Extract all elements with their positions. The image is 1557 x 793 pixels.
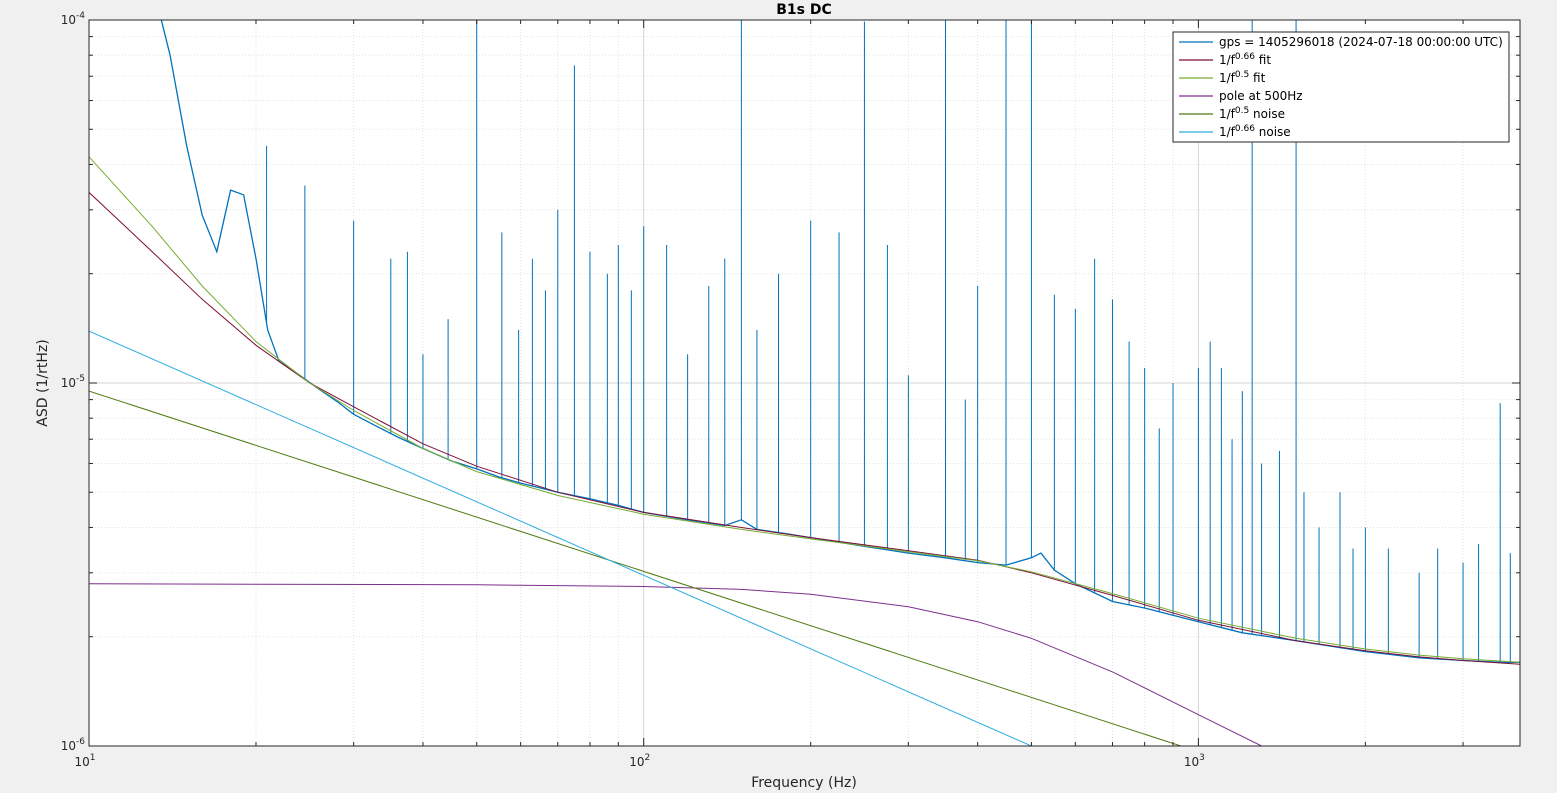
series-line — [89, 583, 1262, 746]
legend-label: pole at 500Hz — [1219, 89, 1303, 103]
series-line — [89, 390, 1182, 746]
series-line — [89, 192, 1520, 665]
x-tick-label: 101 — [74, 753, 95, 769]
legend-label: 1/f0.5 noise — [1219, 106, 1285, 121]
legend-box — [1172, 31, 1510, 143]
legend-label: gps = 1405296018 (2024-07-18 00:00:00 UT… — [1219, 35, 1503, 49]
series-line — [89, 330, 1032, 746]
tick-labels: 101 102 103 10-6 10-5 10-4 — [61, 11, 1205, 769]
x-tick-label: 102 — [629, 753, 650, 769]
chart-title: B1s DC — [776, 2, 832, 18]
series-5 — [89, 330, 1032, 746]
legend-item[interactable]: 1/f0.66 fit — [1179, 52, 1271, 67]
x-tick-label: 103 — [1184, 753, 1205, 769]
legend-item[interactable]: gps = 1405296018 (2024-07-18 00:00:00 UT… — [1179, 35, 1503, 49]
legend-item[interactable]: 1/f0.5 fit — [1179, 70, 1266, 85]
legend-label: 1/f0.5 fit — [1219, 70, 1266, 85]
y-tick-label: 10-4 — [61, 11, 86, 27]
legend-label: 1/f0.66 noise — [1219, 124, 1291, 139]
y-tick-label: 10-6 — [61, 737, 86, 753]
series-1 — [89, 192, 1520, 665]
series-4 — [89, 390, 1182, 746]
y-axis-label: ASD (1/rtHz) — [35, 339, 51, 426]
ticks — [88, 19, 1520, 747]
legend-item[interactable]: 1/f0.66 noise — [1179, 124, 1291, 139]
legend-item[interactable]: 1/f0.5 noise — [1179, 106, 1285, 121]
series-2 — [89, 156, 1520, 663]
y-tick-label: 10-5 — [61, 374, 85, 390]
series-3 — [89, 583, 1262, 746]
legend-item[interactable]: pole at 500Hz — [1179, 89, 1303, 103]
series-group — [89, 20, 1520, 746]
legend[interactable]: gps = 1405296018 (2024-07-18 00:00:00 UT… — [1172, 31, 1510, 143]
series-line — [89, 156, 1520, 663]
x-axis-label: Frequency (Hz) — [751, 775, 857, 791]
legend-label: 1/f0.66 fit — [1219, 52, 1271, 67]
